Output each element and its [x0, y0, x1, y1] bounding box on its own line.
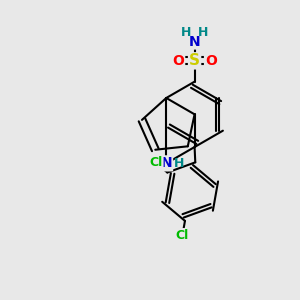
Text: Cl: Cl [149, 157, 163, 169]
Text: H: H [174, 157, 184, 170]
Text: O: O [205, 54, 217, 68]
Text: Cl: Cl [176, 229, 189, 242]
Text: O: O [172, 54, 184, 68]
Text: H: H [198, 26, 208, 39]
Text: H: H [181, 26, 191, 39]
Text: N: N [189, 34, 200, 49]
Text: N: N [160, 156, 172, 170]
Text: S: S [189, 53, 200, 68]
